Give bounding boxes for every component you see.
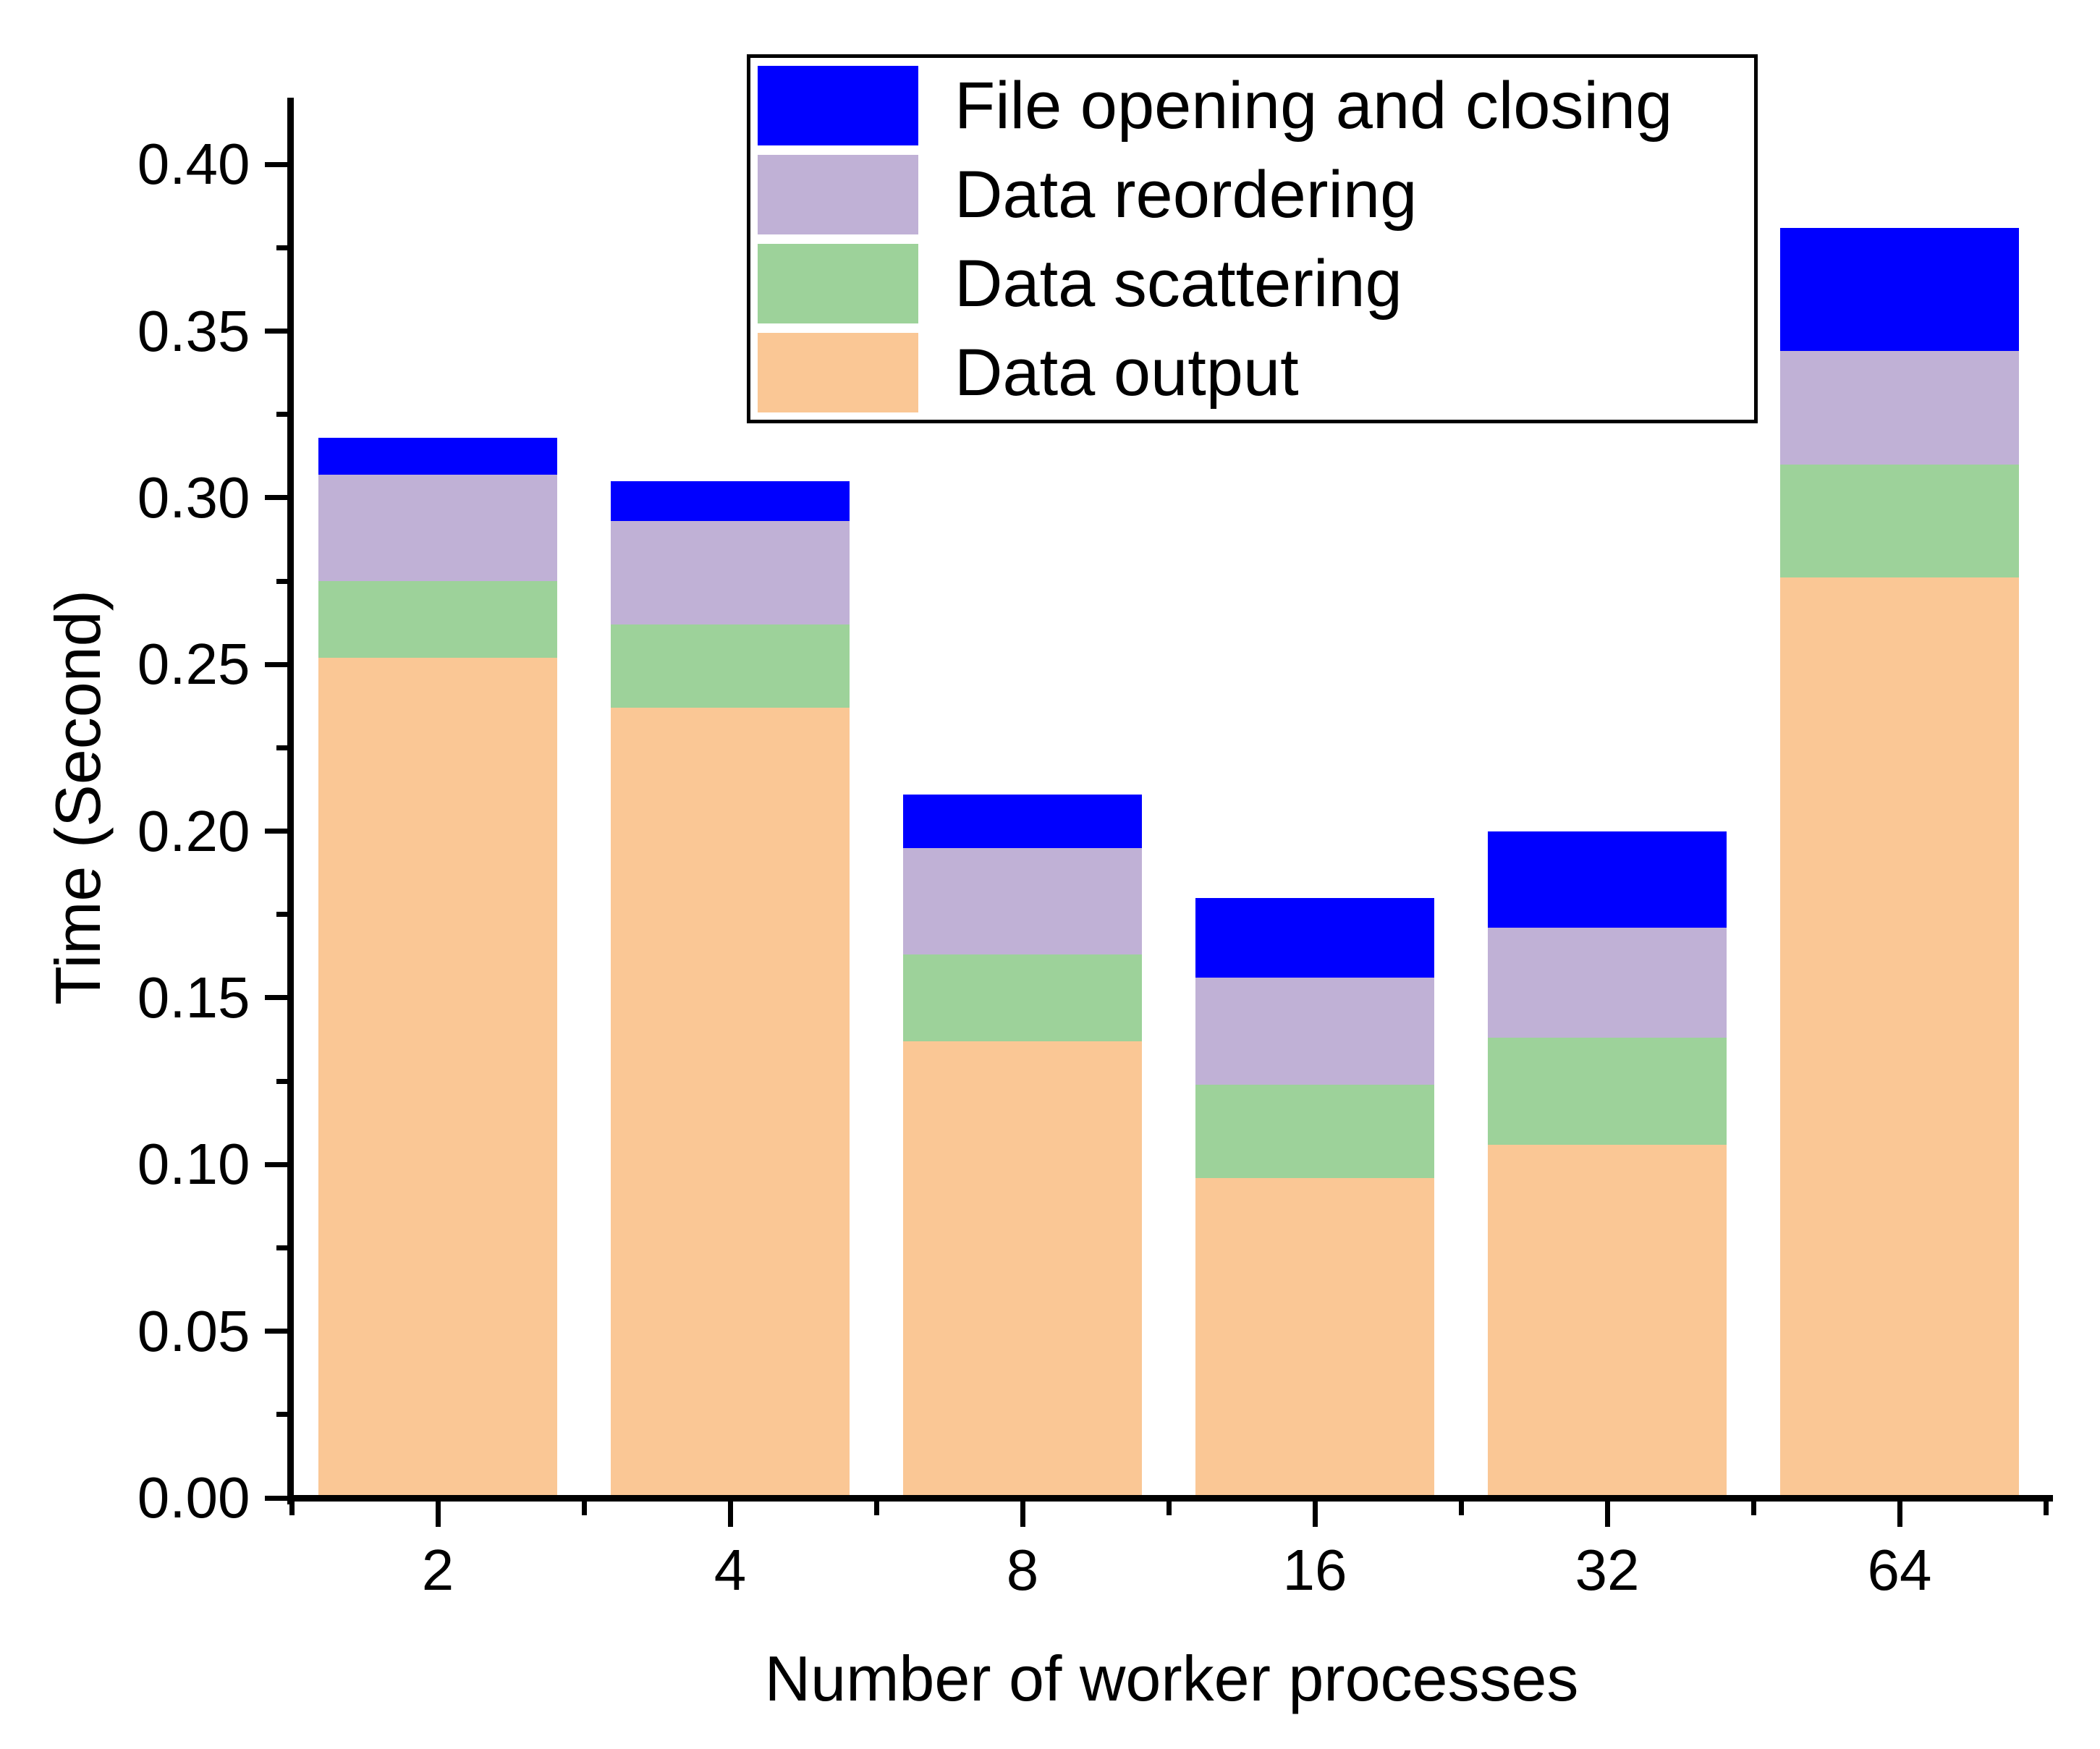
x-tick-minor: [289, 1501, 295, 1515]
y-tick-major: [264, 661, 291, 667]
y-tick-label: 0.05: [137, 1298, 250, 1363]
x-tick-label: 32: [1575, 1538, 1640, 1602]
x-tick-minor: [1458, 1501, 1464, 1515]
x-axis-line: [287, 1495, 2053, 1502]
x-tick-major: [1312, 1501, 1318, 1527]
y-tick-label: 0.10: [137, 1132, 250, 1197]
y-tick-label: 0.00: [137, 1465, 250, 1530]
y-tick-minor: [276, 578, 291, 584]
y-tick-label: 0.30: [137, 465, 250, 530]
y-tick-minor: [276, 745, 291, 750]
x-tick-label: 4: [714, 1538, 747, 1602]
x-tick-minor: [2043, 1501, 2049, 1515]
x-tick-major: [435, 1501, 441, 1527]
y-tick-label: 0.15: [137, 965, 250, 1030]
y-tick-major: [264, 829, 291, 834]
bar-segment: [1195, 1177, 1434, 1498]
bar-segment: [903, 1041, 1142, 1498]
y-tick-label: 0.35: [137, 298, 250, 363]
bar-segment: [1780, 577, 2019, 1498]
bar-segment: [611, 521, 850, 624]
y-tick-major: [264, 995, 291, 1001]
x-tick-major: [1897, 1501, 1902, 1527]
x-tick-minor: [1750, 1501, 1756, 1515]
bar-segment: [903, 847, 1142, 955]
legend-label: Data reordering: [954, 157, 1418, 232]
x-tick-minor: [873, 1501, 879, 1515]
legend: File opening and closing Data reordering D…: [747, 54, 1758, 423]
y-tick-minor: [276, 1078, 291, 1084]
y-tick-minor: [276, 912, 291, 918]
x-tick-minor: [1166, 1501, 1172, 1515]
legend-item: Data scattering: [750, 240, 1754, 328]
legend-label: File opening and closing: [954, 68, 1673, 143]
y-tick-major: [264, 1161, 291, 1167]
y-tick-minor: [276, 1412, 291, 1418]
x-tick-major: [1020, 1501, 1025, 1527]
y-tick-minor: [276, 245, 291, 250]
bar-segment: [1195, 978, 1434, 1085]
bar-segment: [1780, 351, 2019, 465]
y-axis-line: [287, 98, 294, 1504]
bar-segment: [318, 658, 557, 1498]
legend-item: File opening and closing: [750, 62, 1754, 150]
y-tick-major: [264, 1329, 291, 1334]
x-tick-label: 64: [1867, 1538, 1932, 1602]
x-tick-minor: [581, 1501, 587, 1515]
legend-swatch: [758, 332, 918, 412]
bar-segment: [1780, 227, 2019, 352]
x-tick-major: [1604, 1501, 1610, 1527]
legend-item: Data reordering: [750, 151, 1754, 239]
legend-label: Data output: [954, 335, 1299, 410]
bar-segment: [1780, 464, 2019, 578]
y-tick-major: [264, 1495, 291, 1501]
bar-segment: [611, 708, 850, 1498]
bar-segment: [318, 581, 557, 658]
legend-swatch: [758, 65, 918, 145]
y-tick-label: 0.25: [137, 632, 250, 697]
x-axis-title: Number of worker processes: [764, 1643, 1579, 1714]
legend-label: Data scattering: [954, 246, 1402, 321]
bar-segment: [1488, 1038, 1727, 1145]
bar-segment: [611, 624, 850, 708]
bar-segment: [1488, 831, 1727, 928]
bar-segment: [318, 474, 557, 582]
x-tick-label: 8: [1006, 1538, 1039, 1602]
y-tick-major: [264, 329, 291, 334]
x-tick-label: 16: [1282, 1538, 1347, 1602]
bar-segment: [1488, 1144, 1727, 1498]
legend-swatch: [758, 243, 918, 323]
legend-item: Data output: [750, 329, 1754, 417]
bar-segment: [318, 437, 557, 475]
legend-swatch: [758, 154, 918, 234]
bar-segment: [1195, 1084, 1434, 1178]
y-tick-label: 0.40: [137, 132, 250, 197]
bar-segment: [1195, 897, 1434, 978]
bar-segment: [903, 794, 1142, 848]
bar-segment: [903, 954, 1142, 1041]
bar-segment: [611, 480, 850, 522]
x-tick-label: 2: [421, 1538, 454, 1602]
y-tick-minor: [276, 412, 291, 418]
y-tick-minor: [276, 1245, 291, 1250]
y-tick-major: [264, 495, 291, 501]
y-tick-label: 0.20: [137, 798, 250, 863]
x-tick-major: [727, 1501, 733, 1527]
y-tick-major: [264, 161, 291, 167]
bar-segment: [1488, 928, 1727, 1038]
